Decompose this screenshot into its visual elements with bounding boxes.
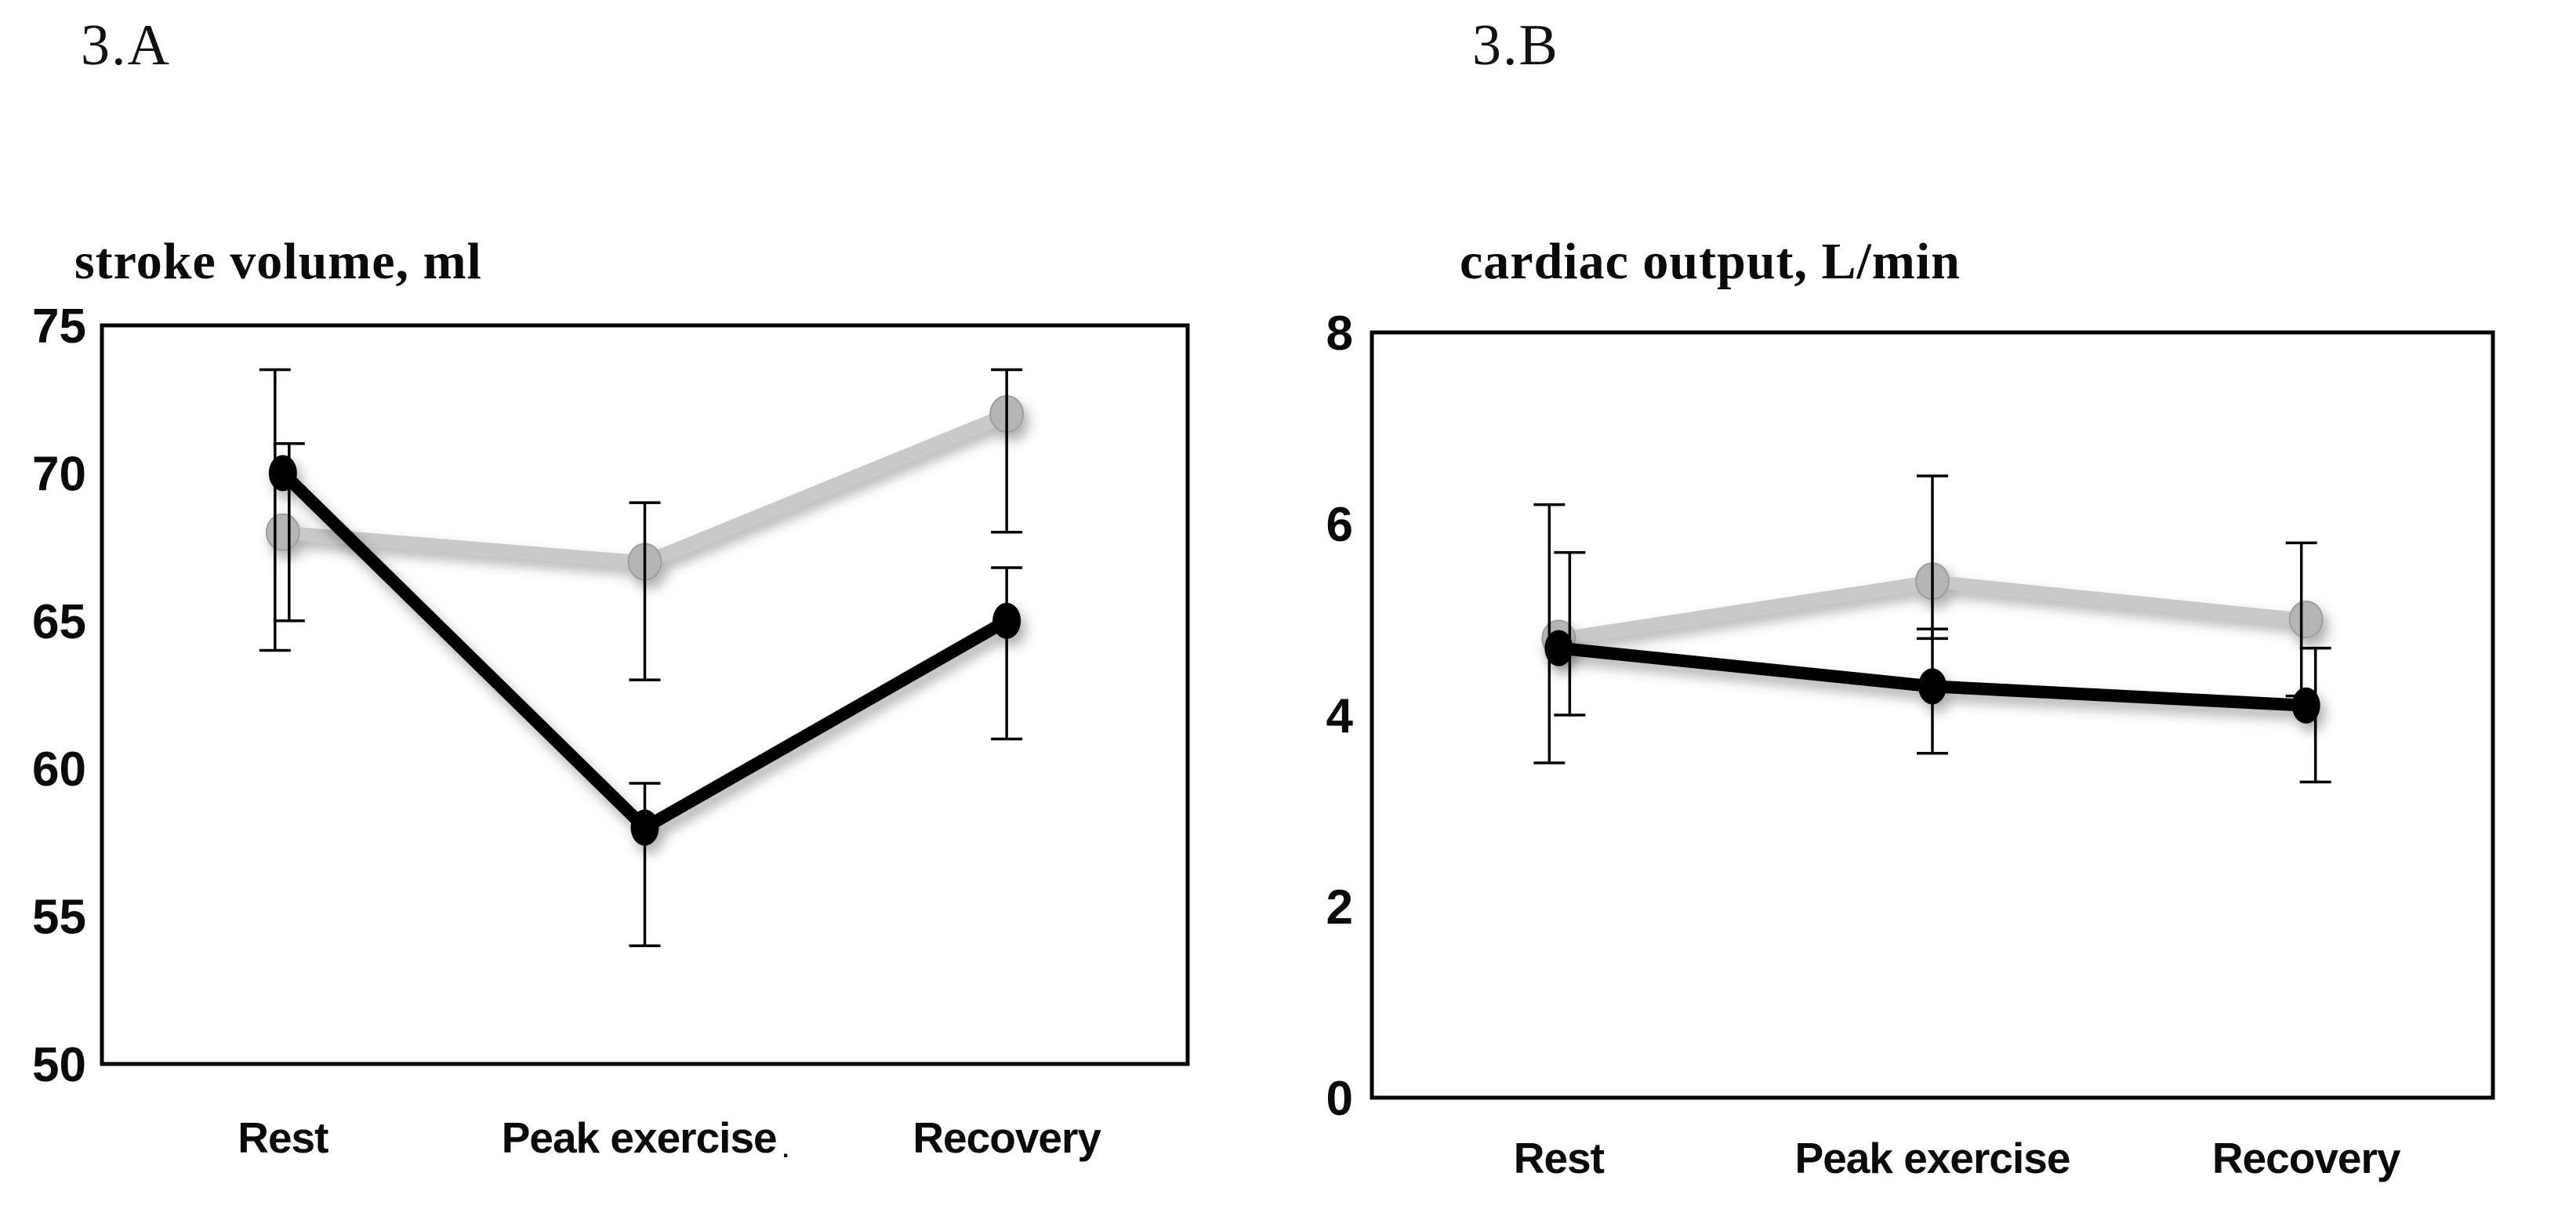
plot-frame xyxy=(100,323,1190,1066)
y-axis-tick-label: 75 xyxy=(32,300,86,354)
y-axis-tick-label: 60 xyxy=(32,743,86,797)
error-bars-gray-series xyxy=(259,368,1023,681)
y-axis-tick-label: 70 xyxy=(32,447,86,501)
marker-black-series xyxy=(268,455,297,492)
marker-gray-series xyxy=(265,513,300,551)
plot-frame xyxy=(1370,330,2495,1100)
y-axis-tick-label: 0 xyxy=(1326,1072,1353,1126)
error-bars-black-series xyxy=(1554,550,2331,784)
marker-gray-series xyxy=(2288,601,2324,638)
panel-a-label: 3.A xyxy=(81,13,171,78)
x-axis-category-label: Recovery xyxy=(2212,1134,2401,1182)
x-axis-category-label: Rest xyxy=(238,1113,328,1162)
x-axis-category-label: Rest xyxy=(1514,1134,1605,1182)
y-axis-tick-label: 65 xyxy=(32,595,86,649)
y-axis-tick-label: 6 xyxy=(1326,498,1353,552)
y-axis-tick-label: 50 xyxy=(32,1038,86,1092)
chart-a-title: stroke volume, ml xyxy=(74,233,482,290)
chart-b-title: cardiac output, L/min xyxy=(1460,233,1961,290)
y-axis-tick-label: 55 xyxy=(32,891,86,945)
x-axis-category-label: Peak exercise xyxy=(1795,1134,2070,1182)
error-bars-gray-series xyxy=(1533,474,2317,764)
marker-black-series xyxy=(1544,630,1573,666)
error-bars-black-series xyxy=(273,441,1023,948)
y-axis-tick-label: 4 xyxy=(1326,689,1354,743)
y-axis-tick-label: 8 xyxy=(1326,307,1353,361)
x-axis-category-label: Peak exercise . xyxy=(502,1113,789,1163)
panel-b-label: 3.B xyxy=(1472,13,1559,78)
y-axis-tick-label: 2 xyxy=(1326,881,1353,935)
x-axis-category-label: Recovery xyxy=(912,1113,1101,1162)
